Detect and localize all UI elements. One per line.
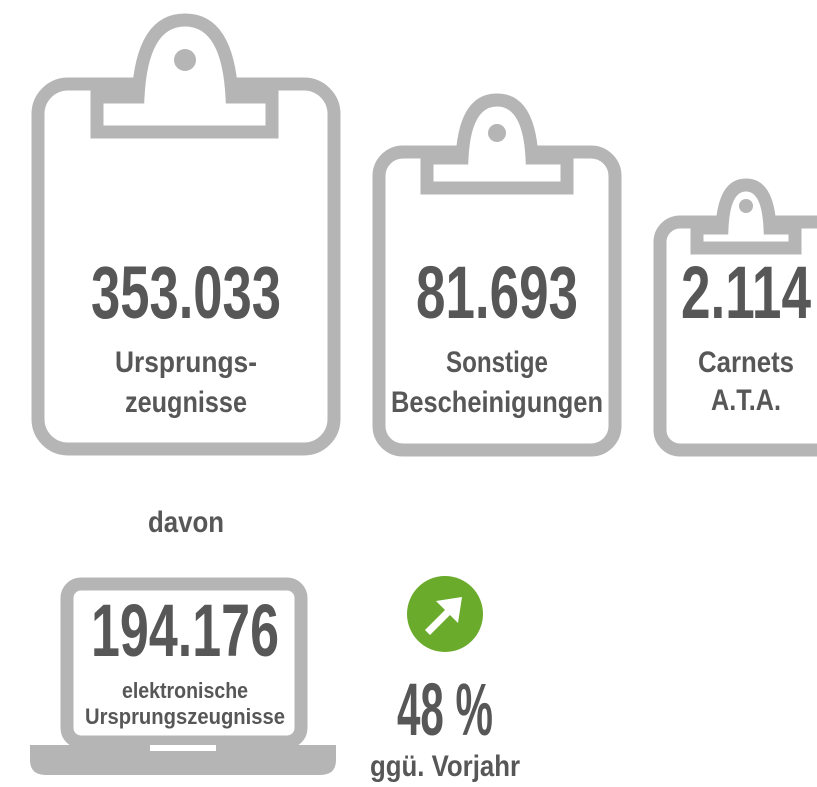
electronic-label: Ursprungszeugnisse (85, 704, 285, 729)
clipboard-icon (372, 93, 622, 457)
stat-label: A.T.A. (711, 384, 781, 417)
clipboard-icon (31, 13, 341, 456)
stat-value: 81.693 (416, 251, 578, 334)
change-label: ggü. Vorjahr (370, 750, 520, 783)
electronic-value: 194.176 (91, 589, 279, 672)
stat-label: Ursprungs- (115, 346, 257, 379)
stat-value: 353.033 (91, 251, 281, 334)
clipboard-icon (653, 178, 817, 457)
stat-label: Carnets (698, 346, 794, 379)
trend-up-icon (407, 576, 483, 652)
stat-label: Bescheinigungen (391, 386, 603, 419)
stat-value: 2.114 (681, 251, 811, 334)
sub-label: davon (148, 506, 224, 539)
stat-label: zeugnisse (125, 386, 247, 419)
change-value: 48 % (397, 668, 493, 751)
laptop-icon (30, 577, 336, 775)
stat-label: Sonstige (446, 346, 548, 379)
electronic-label: elektronische (122, 678, 248, 703)
